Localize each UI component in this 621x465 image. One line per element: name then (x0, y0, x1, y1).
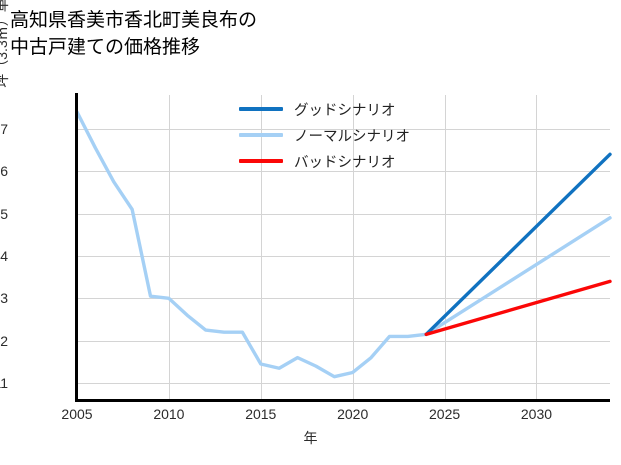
gridline-x-2025 (444, 95, 446, 400)
gridline-y-11 (77, 383, 610, 385)
x-tick-2030: 2030 (520, 406, 553, 422)
legend-label: バッドシナリオ (294, 154, 396, 171)
gridline-x-2020 (352, 95, 354, 400)
gridline-x-2030 (536, 95, 538, 400)
y-axis-title: 坪（3.3㎡）単価（万円） (0, 0, 10, 88)
x-tick-2015: 2015 (245, 406, 277, 422)
x-axis-title: 年 (303, 430, 318, 446)
x-tick-2020: 2020 (337, 406, 369, 422)
gridline-x-2015 (260, 95, 262, 400)
legend-swatch-icon (239, 107, 283, 111)
y-tick-11: 11 (0, 375, 8, 392)
series-line-bad (424, 279, 612, 337)
y-axis-spine (75, 93, 78, 402)
gridline-y-15 (77, 213, 610, 215)
y-tick-15: 15 (0, 205, 8, 222)
y-tick-12: 12 (0, 332, 8, 349)
y-tick-14: 14 (0, 247, 8, 264)
x-tick-2010: 2010 (153, 406, 185, 422)
gridline-y-13 (77, 298, 610, 300)
legend-swatch-icon (239, 159, 283, 163)
gridline-y-17 (77, 128, 610, 130)
x-tick-2025: 2025 (429, 406, 461, 422)
gridline-y-12 (77, 340, 610, 342)
plot-area (75, 95, 612, 400)
legend-label: ノーマルシナリオ (294, 128, 410, 145)
legend-swatch-icon (239, 133, 283, 137)
x-axis-spine (75, 399, 610, 402)
y-tick-16: 16 (0, 163, 8, 180)
x-tick-2005: 2005 (61, 406, 93, 422)
chart-title: 高知県香美市香北町美良布の 中古戸建ての価格推移 (10, 10, 258, 58)
chart-legend: グッドシナリオ ノーマルシナリオ バッドシナリオ (239, 96, 439, 174)
series-line-good (424, 152, 612, 337)
series-line-normal (75, 110, 612, 379)
gridline-y-16 (77, 171, 610, 173)
y-tick-13: 13 (0, 290, 8, 307)
gridline-y-14 (77, 255, 610, 257)
legend-item-1[interactable]: ノーマルシナリオ (239, 122, 439, 148)
series-lines (75, 110, 612, 379)
legend-item-0[interactable]: グッドシナリオ (239, 96, 439, 122)
legend-label: グッドシナリオ (294, 102, 396, 119)
gridline-x-2010 (168, 95, 170, 400)
legend-item-2[interactable]: バッドシナリオ (239, 148, 439, 174)
y-tick-17: 17 (0, 120, 8, 137)
